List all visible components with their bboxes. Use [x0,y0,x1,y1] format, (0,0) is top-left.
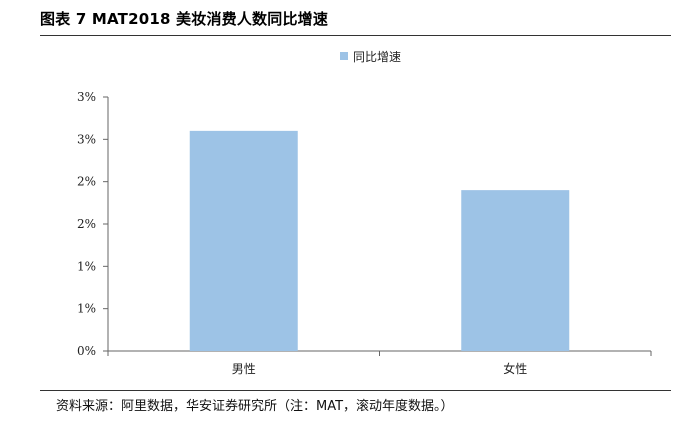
y-tick-label: 2% [77,217,96,231]
legend-swatch [340,52,348,60]
bar [461,190,570,351]
x-category-label: 男性 [232,362,256,376]
y-tick-label: 1% [77,259,96,273]
bar [189,130,298,351]
y-tick-label: 3% [77,90,96,104]
y-tick-label: 1% [77,302,96,316]
source-note: 资料来源：阿里数据，华安证券研究所（注：MAT，滚动年度数据。） [56,399,454,414]
legend: 同比增速 [340,50,401,64]
y-tick-label: 2% [77,175,96,189]
source-rule [40,390,671,391]
chart-title: 图表 7 MAT2018 美妆消费人数同比增速 [40,10,329,28]
bars [189,130,570,351]
y-tick-label: 3% [77,132,96,146]
title-rule [40,35,671,36]
legend-label: 同比增速 [353,50,401,64]
x-category-label: 女性 [503,361,527,376]
labels: 0% 1% 1% 2% 2% 3% 3% 男性 女性 [77,90,527,376]
y-tick-label: 0% [77,344,96,358]
